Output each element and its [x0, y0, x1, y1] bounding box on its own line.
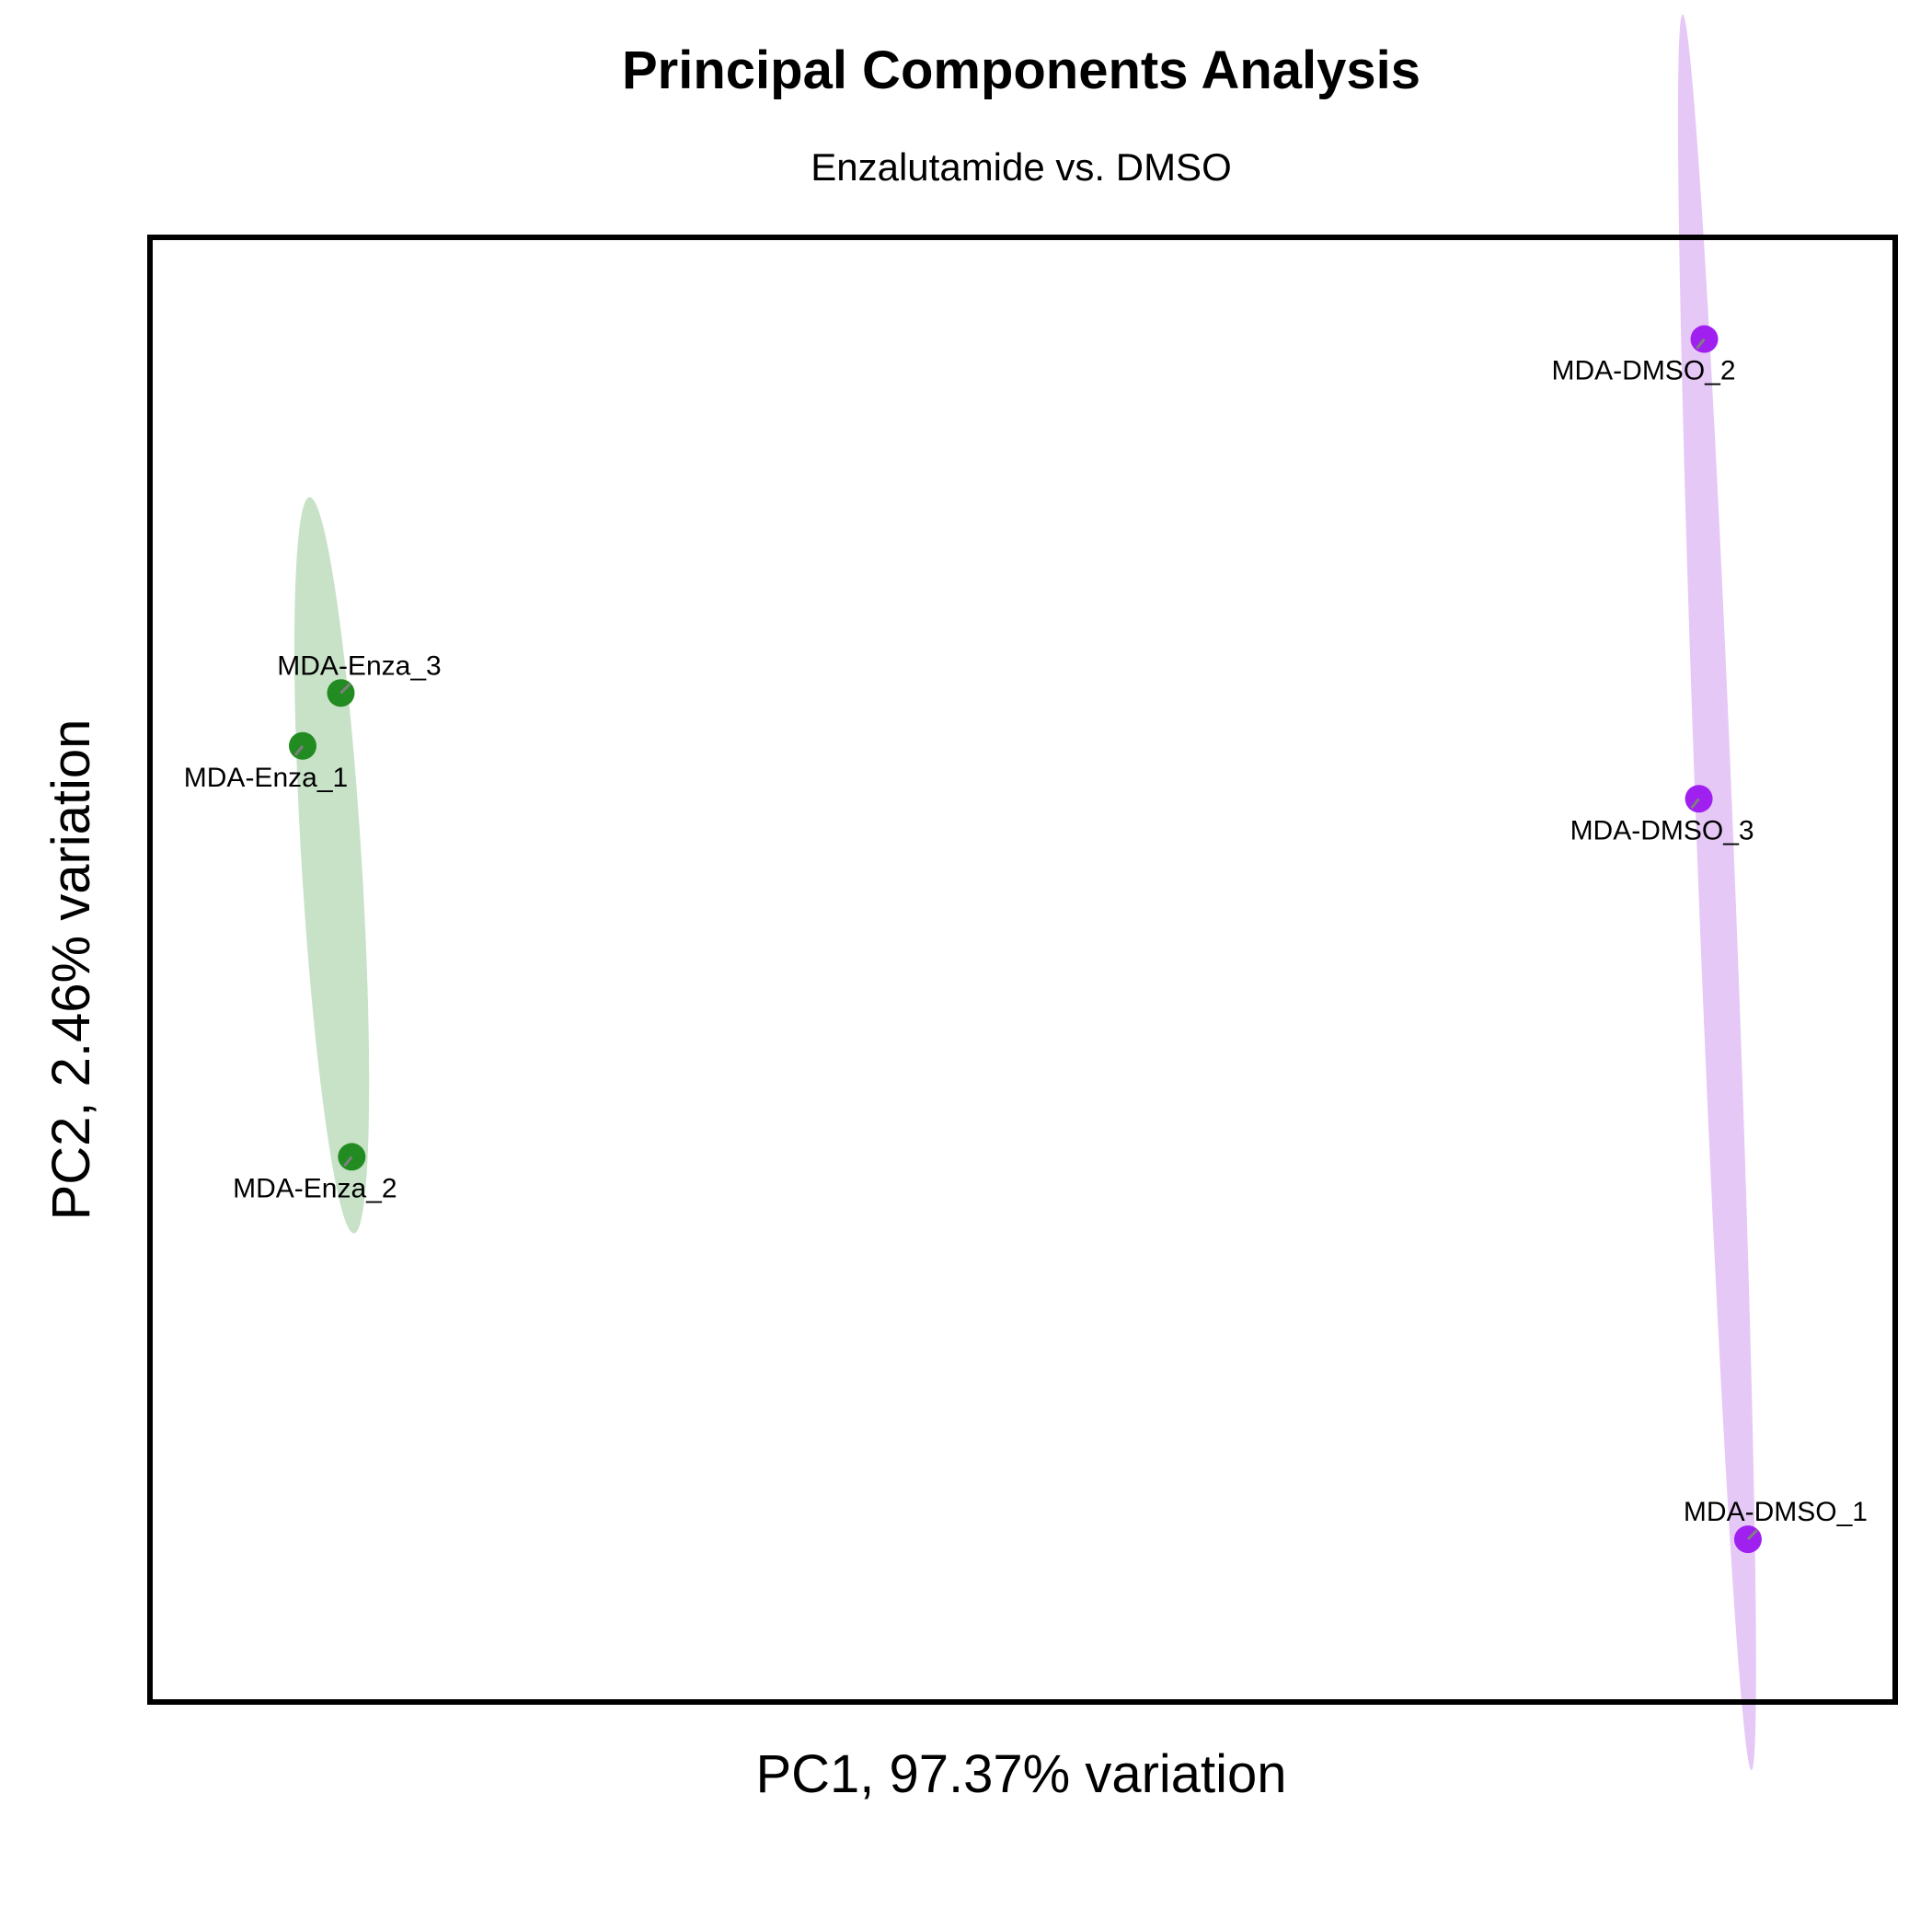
chart-title: Principal Components Analysis [622, 40, 1420, 100]
y-axis-label: PC2, 2.46% variation [41, 719, 101, 1221]
chart-subtitle: Enzalutamide vs. DMSO [811, 145, 1232, 189]
plot-frame [147, 235, 1898, 1705]
point-label: MDA-DMSO_1 [1684, 1497, 1868, 1527]
point-label: MDA-DMSO_3 [1570, 815, 1754, 845]
point-label: MDA-DMSO_2 [1552, 356, 1736, 386]
x-axis-label: PC1, 97.37% variation [755, 1744, 1286, 1804]
point-label: MDA-Enza_3 [277, 650, 441, 681]
point-label: MDA-Enza_1 [184, 763, 348, 793]
point-label: MDA-Enza_2 [233, 1173, 397, 1203]
label-connector [1690, 798, 1700, 810]
confidence-ellipse [293, 497, 370, 1234]
label-connector [343, 1156, 353, 1167]
label-connector [1696, 338, 1706, 350]
confidence-ellipse [1677, 14, 1756, 1771]
label-connector [339, 683, 351, 695]
label-connector [1746, 1529, 1759, 1541]
label-connector [293, 744, 305, 756]
confidence-ellipses [293, 14, 1756, 1771]
data-points: MDA-Enza_1 MDA-Enza_2 MDA-Enza_3 MDA-DMSO_1… [184, 325, 1868, 1554]
